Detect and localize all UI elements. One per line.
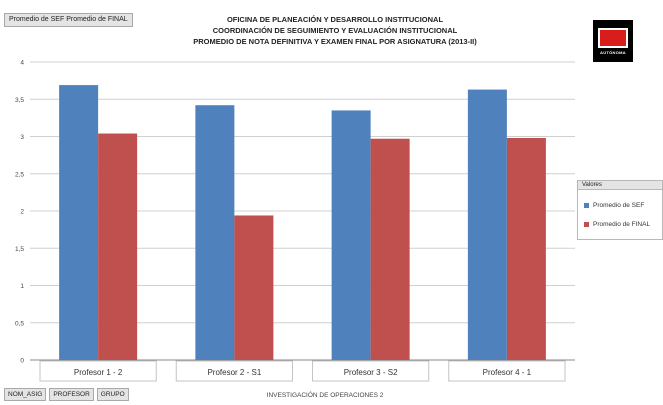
- bar-final: [506, 137, 546, 360]
- legend-header[interactable]: Valores: [578, 181, 662, 190]
- bar-sef: [467, 89, 507, 360]
- category-label: Profesor 1 - 2: [74, 368, 123, 377]
- category-label-box: [39, 360, 157, 382]
- bar-sef: [195, 105, 235, 361]
- legend-label-final: Promedio de FINAL: [593, 221, 651, 228]
- category-label: Profesor 2 - S1: [207, 368, 261, 377]
- axis-field-buttons: NOM_ASIG PROFESOR GRUPO: [4, 388, 129, 401]
- title-line-coordination: COORDINACIÓN DE SEGUIMIENTO Y EVALUACIÓN…: [212, 26, 458, 35]
- bar-final: [234, 215, 274, 360]
- bar-sef: [59, 85, 99, 360]
- logo-emblem: [598, 27, 628, 48]
- legend-item-final: Promedio de FINAL: [584, 221, 650, 228]
- category-label-box: [312, 360, 430, 382]
- category-label-box: [175, 360, 293, 382]
- field-button-subject[interactable]: NOM_ASIG: [4, 388, 47, 401]
- y-tick-label: 0,5: [15, 320, 24, 327]
- title-line-office: OFICINA DE PLANEACIÓN Y DESARROLLO INSTI…: [226, 15, 444, 24]
- category-label-box: [448, 360, 566, 382]
- category-label: Profesor 3 - S2: [344, 368, 398, 377]
- legend-label-sef: Promedio de SEF: [593, 202, 645, 209]
- bar-final: [98, 133, 138, 360]
- y-tick-label: 1,5: [15, 246, 24, 253]
- bar-final: [370, 138, 410, 360]
- field-button-group[interactable]: GRUPO: [96, 388, 129, 401]
- legend: Valores Promedio de SEF Promedio de FINA…: [577, 180, 663, 240]
- y-tick-label: 3,5: [15, 97, 24, 104]
- y-tick-label: 3: [20, 134, 24, 141]
- y-tick-label: 2,5: [15, 171, 24, 178]
- field-button-professor[interactable]: PROFESOR: [49, 388, 94, 401]
- y-tick-label: 1: [20, 283, 24, 290]
- values-field-button[interactable]: Promedio de SEF Promedio de FINAL: [4, 13, 133, 27]
- subject-group-label: INVESTIGACIÓN DE OPERACIONES 2: [266, 392, 384, 399]
- y-tick-label: 2: [20, 209, 24, 216]
- chart-title-block: OFICINA DE PLANEACIÓN Y DESARROLLO INSTI…: [150, 14, 520, 47]
- logo-text: AUTÓNOMA: [600, 49, 626, 55]
- university-logo: AUTÓNOMA: [593, 20, 633, 62]
- category-label: Profesor 4 - 1: [483, 368, 532, 377]
- y-tick-label: 0: [20, 358, 24, 365]
- legend-swatch-sef: [584, 203, 589, 208]
- chart-title: PROMEDIO DE NOTA DEFINITIVA Y EXAMEN FIN…: [193, 37, 477, 46]
- legend-swatch-final: [584, 222, 589, 227]
- bar-sef: [331, 110, 371, 360]
- y-tick-label: 4: [20, 60, 24, 67]
- legend-item-sef: Promedio de SEF: [584, 202, 644, 209]
